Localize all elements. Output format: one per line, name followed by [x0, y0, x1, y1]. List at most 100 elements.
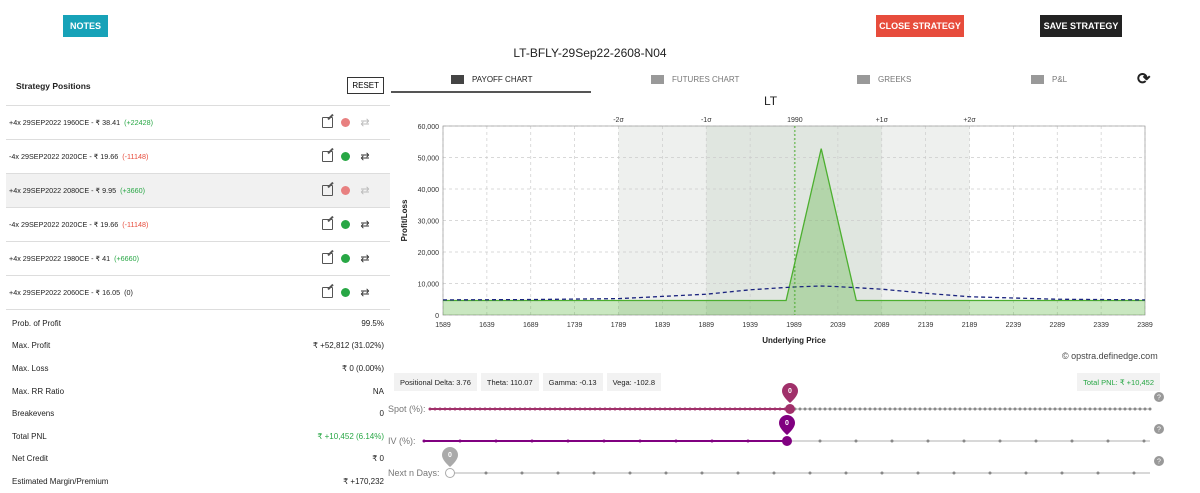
position-pnl: (+22428): [124, 118, 154, 127]
toggle-dot[interactable]: [341, 220, 350, 229]
edit-icon[interactable]: [322, 185, 333, 196]
slider-value-bubble: [782, 383, 798, 403]
position-pnl: (+6660): [114, 254, 140, 263]
position-pnl: (-11148): [122, 220, 149, 229]
stat-label: Breakevens: [12, 409, 55, 419]
close-strategy-button[interactable]: CLOSE STRATEGY: [876, 15, 964, 37]
top-tick-label: -1σ: [701, 117, 712, 124]
slider-handle[interactable]: [445, 468, 455, 478]
slider-tick: [484, 471, 488, 475]
swap-icon[interactable]: ⇄: [360, 151, 370, 163]
help-icon[interactable]: [1154, 456, 1164, 466]
watermark: © opstra.definedge.com: [1062, 351, 1158, 361]
slider-tick: [962, 439, 966, 443]
slider-tick: [658, 407, 662, 411]
slider-tick: [668, 407, 672, 411]
swap-icon[interactable]: ⇄: [360, 253, 370, 265]
slider-tick: [733, 407, 737, 411]
slider-tick: [948, 407, 952, 411]
slider-tick: [903, 407, 907, 411]
y-tick-label: 30,000: [418, 219, 440, 226]
x-tick-label: 1689: [523, 322, 539, 329]
slider-tick: [558, 407, 562, 411]
swap-icon[interactable]: ⇄: [360, 117, 370, 129]
slider-tick: [693, 407, 697, 411]
position-row[interactable]: +4x 29SEP2022 1960CE - ₹ 38.41 (+22428) ⇄: [6, 106, 390, 140]
slider-tick: [1143, 407, 1147, 411]
position-row[interactable]: +4x 29SEP2022 1980CE - ₹ 41 (+6660) ⇄: [6, 242, 390, 276]
slider-tick: [618, 407, 622, 411]
slider-tick: [988, 407, 992, 411]
slider-tick: [566, 439, 570, 443]
edit-icon[interactable]: [322, 151, 333, 162]
slider-tick: [1058, 407, 1062, 411]
slider-tick: [458, 439, 462, 443]
slider-tick: [778, 407, 782, 411]
slider-tick: [1093, 407, 1097, 411]
swap-icon[interactable]: ⇄: [360, 287, 370, 299]
refresh-icon[interactable]: ⟳: [1137, 71, 1151, 88]
help-icon[interactable]: [1154, 424, 1164, 434]
stat-value: ₹ +52,812 (31.02%): [312, 341, 384, 351]
toggle-dot[interactable]: [341, 288, 350, 297]
save-strategy-button[interactable]: SAVE STRATEGY: [1040, 15, 1122, 37]
swap-icon[interactable]: ⇄: [360, 185, 370, 197]
slider-tick: [422, 439, 426, 443]
slider-tick: [518, 407, 522, 411]
slider-tick: [890, 439, 894, 443]
x-tick-label: 1739: [567, 322, 583, 329]
slider-label: IV (%):: [388, 436, 416, 446]
slider-tick: [958, 407, 962, 411]
notes-button[interactable]: NOTES: [63, 15, 108, 37]
slider-tick: [998, 439, 1002, 443]
help-icon[interactable]: [1154, 392, 1164, 402]
slider-tick: [1132, 471, 1136, 475]
stat-row: Max. RR Ratio NA: [6, 380, 390, 403]
slider-tick: [963, 407, 967, 411]
slider-tick: [458, 407, 462, 411]
swap-icon[interactable]: ⇄: [360, 219, 370, 231]
slider-tick: [653, 407, 657, 411]
slider-tick: [1098, 407, 1102, 411]
position-row[interactable]: +4x 29SEP2022 2080CE - ₹ 9.95 (+3660) ⇄: [6, 174, 390, 208]
slider-tick: [828, 407, 832, 411]
help-icon-glyph: ?: [1157, 459, 1161, 466]
slider-tick: [844, 471, 848, 475]
slider-tick: [638, 439, 642, 443]
position-row[interactable]: -4x 29SEP2022 2020CE - ₹ 19.66 (-11148) ⇄: [6, 140, 390, 174]
edit-icon[interactable]: [322, 287, 333, 298]
edit-icon[interactable]: [322, 253, 333, 264]
toggle-dot[interactable]: [341, 254, 350, 263]
position-row[interactable]: -4x 29SEP2022 2020CE - ₹ 19.66 (-11148) ⇄: [6, 208, 390, 242]
slider-tick: [538, 407, 542, 411]
slider-tick: [664, 471, 668, 475]
slider-handle[interactable]: [785, 404, 795, 414]
tab-pnl[interactable]: P&L: [1031, 66, 1067, 93]
edit-icon[interactable]: [322, 117, 333, 128]
tab-label: P&L: [1052, 75, 1068, 84]
tab-payoff-chart[interactable]: PAYOFF CHART: [451, 66, 532, 93]
slider-tick: [1038, 407, 1042, 411]
slider-tick: [753, 407, 757, 411]
tab-greeks[interactable]: GREEKS: [857, 66, 911, 93]
slider-tick: [1113, 407, 1117, 411]
stat-label: Net Credit: [12, 454, 49, 464]
slider-handle[interactable]: [782, 436, 792, 446]
position-row[interactable]: +4x 29SEP2022 2060CE - ₹ 16.05 (0) ⇄: [6, 276, 390, 310]
tab-label: FUTURES CHART: [672, 75, 740, 84]
reset-button[interactable]: RESET: [347, 77, 384, 94]
slider-tick: [1096, 471, 1100, 475]
stat-label: Prob. of Profit: [12, 318, 61, 328]
toggle-dot[interactable]: [341, 186, 350, 195]
toggle-dot[interactable]: [341, 118, 350, 127]
position-label: -4x 29SEP2022 2020CE - ₹ 19.66 (-11148): [9, 152, 149, 161]
stat-value: 0: [379, 409, 384, 419]
slider-tick: [1003, 407, 1007, 411]
stat-value: ₹ +170,232: [343, 476, 384, 486]
slider-value-bubble: [779, 415, 795, 435]
slider-tick: [433, 407, 437, 411]
toggle-dot[interactable]: [341, 152, 350, 161]
tab-futures-chart[interactable]: FUTURES CHART: [651, 66, 739, 93]
edit-icon[interactable]: [322, 219, 333, 230]
stat-label: Max. RR Ratio: [12, 386, 65, 396]
